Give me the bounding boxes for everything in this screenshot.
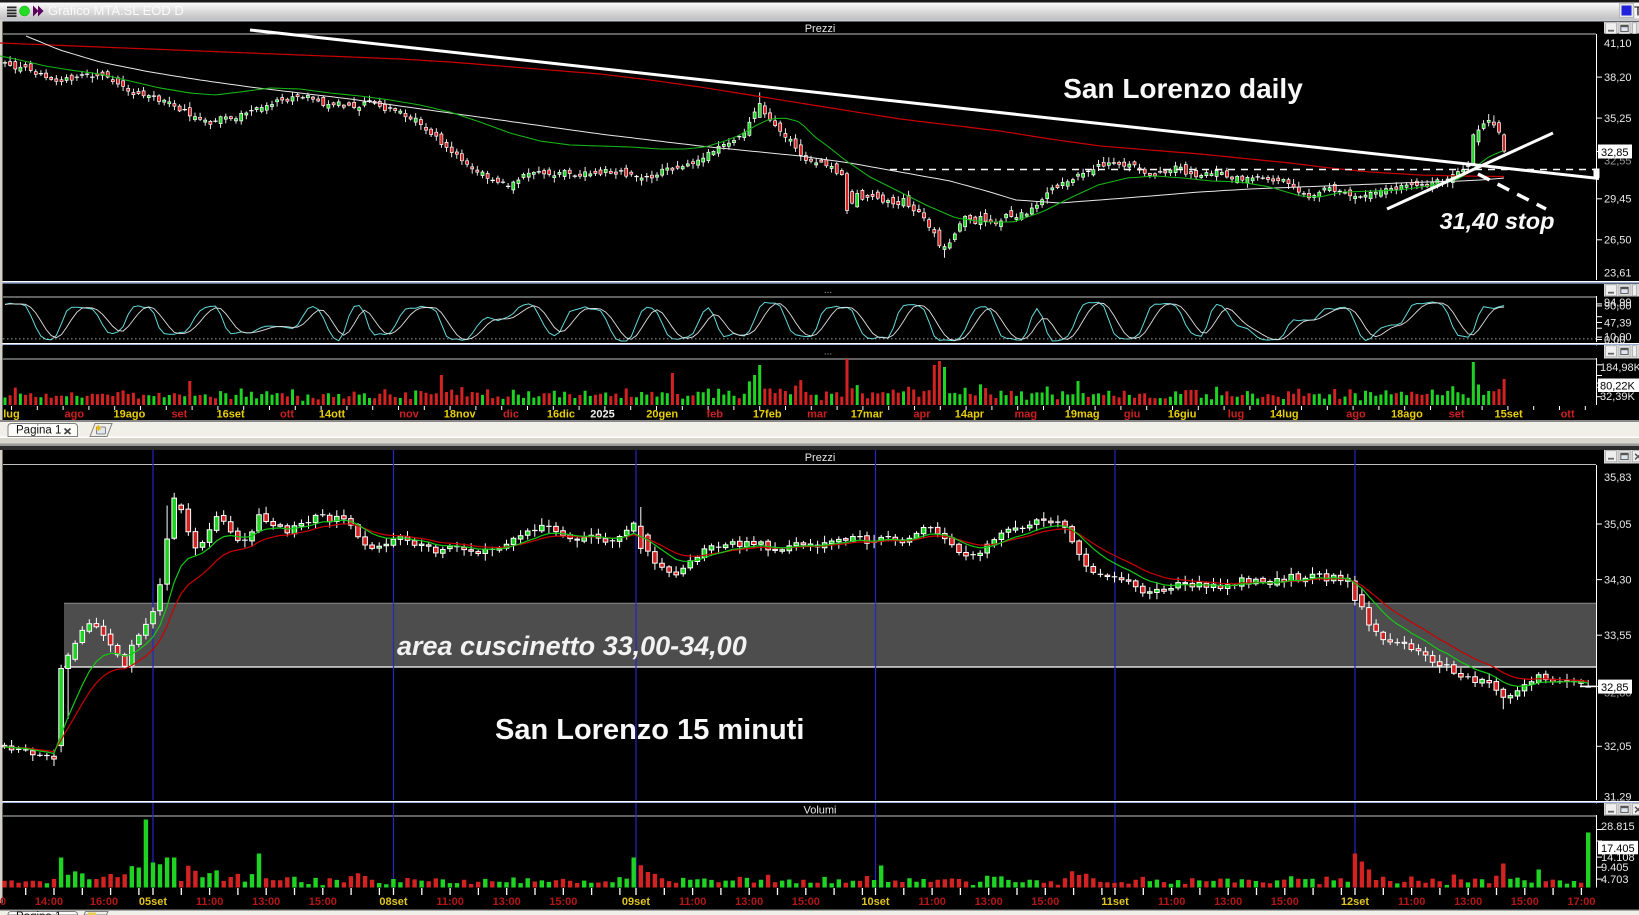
svg-text:16giu: 16giu (1168, 409, 1197, 421)
svg-text:Pagina 1: Pagina 1 (16, 911, 61, 915)
svg-text:29,45: 29,45 (1604, 194, 1632, 206)
svg-text:31,40 stop: 31,40 stop (1440, 208, 1555, 234)
svg-text:Prezzi: Prezzi (805, 452, 836, 464)
svg-text:15:00: 15:00 (1031, 896, 1059, 908)
svg-text:9.405: 9.405 (1601, 862, 1629, 874)
svg-text:11:00: 11:00 (918, 896, 946, 908)
svg-text:38,20: 38,20 (1604, 72, 1632, 84)
svg-text:34,30: 34,30 (1604, 574, 1632, 586)
svg-text:Grafico MTA.SL EOD D: Grafico MTA.SL EOD D (48, 3, 184, 18)
svg-text:14.108: 14.108 (1601, 852, 1635, 864)
svg-text:14:00: 14:00 (35, 896, 63, 908)
svg-text:32,85: 32,85 (1601, 147, 1629, 159)
svg-text:15set: 15set (1495, 409, 1523, 421)
svg-text:41,10: 41,10 (1604, 38, 1632, 50)
svg-text:35,05: 35,05 (1604, 519, 1632, 531)
svg-text:11set: 11set (1101, 896, 1129, 908)
svg-text:ott: ott (280, 409, 294, 421)
svg-text:17.405: 17.405 (1601, 843, 1635, 855)
svg-text:Pagina 1: Pagina 1 (16, 425, 61, 437)
svg-text:09set: 09set (622, 896, 650, 908)
svg-text:08set: 08set (379, 896, 407, 908)
svg-text:12set: 12set (1341, 896, 1369, 908)
svg-text:giu: giu (1124, 409, 1141, 421)
svg-text:11:00: 11:00 (679, 896, 707, 908)
svg-text:T: T (1634, 4, 1639, 19)
svg-text:✱: ✱ (95, 424, 102, 433)
svg-text:lug: lug (1228, 409, 1245, 421)
svg-text:47,39: 47,39 (1604, 317, 1632, 329)
svg-text:23,61: 23,61 (1604, 268, 1632, 280)
svg-text:13:00: 13:00 (252, 896, 280, 908)
svg-text:13:00: 13:00 (735, 896, 763, 908)
svg-text:11:00: 11:00 (196, 896, 224, 908)
svg-text:11:00: 11:00 (1398, 896, 1426, 908)
svg-text:28.815: 28.815 (1601, 821, 1635, 833)
svg-text:11:00: 11:00 (436, 896, 464, 908)
svg-text:...: ... (824, 346, 832, 357)
svg-text:set: set (1449, 409, 1465, 421)
svg-text:Volumi: Volumi (803, 804, 836, 816)
svg-text:90,00: 90,00 (1604, 301, 1632, 313)
svg-text:2025: 2025 (590, 409, 614, 421)
svg-text:set: set (171, 409, 187, 421)
svg-text:...: ... (824, 285, 832, 296)
svg-text:05set: 05set (139, 896, 167, 908)
svg-text:16dic: 16dic (547, 409, 575, 421)
svg-text:19ago: 19ago (114, 409, 146, 421)
svg-text:14lug: 14lug (1270, 409, 1299, 421)
svg-text:17mar: 17mar (851, 409, 884, 421)
svg-text:35,25: 35,25 (1604, 113, 1632, 125)
svg-text:San Lorenzo 15 minuti: San Lorenzo 15 minuti (495, 714, 804, 746)
svg-text:15:00: 15:00 (1271, 896, 1299, 908)
svg-text:ott: ott (1561, 409, 1575, 421)
svg-text:mag: mag (1014, 409, 1037, 421)
svg-text:13:00: 13:00 (975, 896, 1003, 908)
svg-text:18ago: 18ago (1391, 409, 1423, 421)
svg-text:area cuscinetto 33,00-34,00: area cuscinetto 33,00-34,00 (397, 631, 747, 661)
svg-text:31,29: 31,29 (1604, 791, 1632, 803)
svg-text:Prezzi: Prezzi (805, 23, 836, 35)
svg-text:18nov: 18nov (444, 409, 477, 421)
svg-text:ago: ago (65, 409, 85, 421)
svg-text:dic: dic (503, 409, 519, 421)
svg-text:94,99: 94,99 (1604, 297, 1632, 309)
svg-text:0,00: 0,00 (1604, 335, 1625, 347)
svg-text:32,39K: 32,39K (1600, 391, 1636, 403)
svg-text:15:00: 15:00 (309, 896, 337, 908)
svg-text:15:00: 15:00 (1511, 896, 1539, 908)
svg-text:26,50: 26,50 (1604, 235, 1632, 247)
svg-text:17:00: 17:00 (1567, 896, 1595, 908)
svg-text:lug: lug (3, 409, 20, 421)
svg-text:15:00: 15:00 (549, 896, 577, 908)
svg-text:14apr: 14apr (955, 409, 985, 421)
svg-text:apr: apr (913, 409, 931, 421)
svg-text:4.703: 4.703 (1601, 874, 1629, 886)
svg-text:nov: nov (399, 409, 419, 421)
svg-text:10,00: 10,00 (1604, 331, 1632, 343)
svg-text:15:00: 15:00 (792, 896, 820, 908)
svg-text:32,85: 32,85 (1601, 682, 1629, 694)
svg-text:35,83: 35,83 (1604, 472, 1632, 484)
svg-text:33,55: 33,55 (1604, 630, 1632, 642)
svg-text:ago: ago (1346, 409, 1366, 421)
svg-text:20gen: 20gen (646, 409, 678, 421)
svg-text:10set: 10set (861, 896, 889, 908)
svg-text:0: 0 (0, 896, 6, 908)
svg-text:13:00: 13:00 (1214, 896, 1242, 908)
svg-text:16set: 16set (217, 409, 245, 421)
svg-text:184,98K: 184,98K (1600, 362, 1639, 374)
svg-text:11:00: 11:00 (1158, 896, 1186, 908)
svg-text:16:00: 16:00 (90, 896, 118, 908)
svg-text:feb: feb (706, 409, 723, 421)
svg-text:19mag: 19mag (1065, 409, 1100, 421)
svg-text:mar: mar (807, 409, 828, 421)
svg-text:80,22K: 80,22K (1600, 381, 1636, 393)
svg-text:14ott: 14ott (319, 409, 346, 421)
svg-text:32,05: 32,05 (1604, 741, 1632, 753)
svg-text:13:00: 13:00 (1454, 896, 1482, 908)
svg-text:13:00: 13:00 (493, 896, 521, 908)
svg-text:17feb: 17feb (753, 409, 782, 421)
svg-text:San Lorenzo daily: San Lorenzo daily (1063, 73, 1303, 104)
